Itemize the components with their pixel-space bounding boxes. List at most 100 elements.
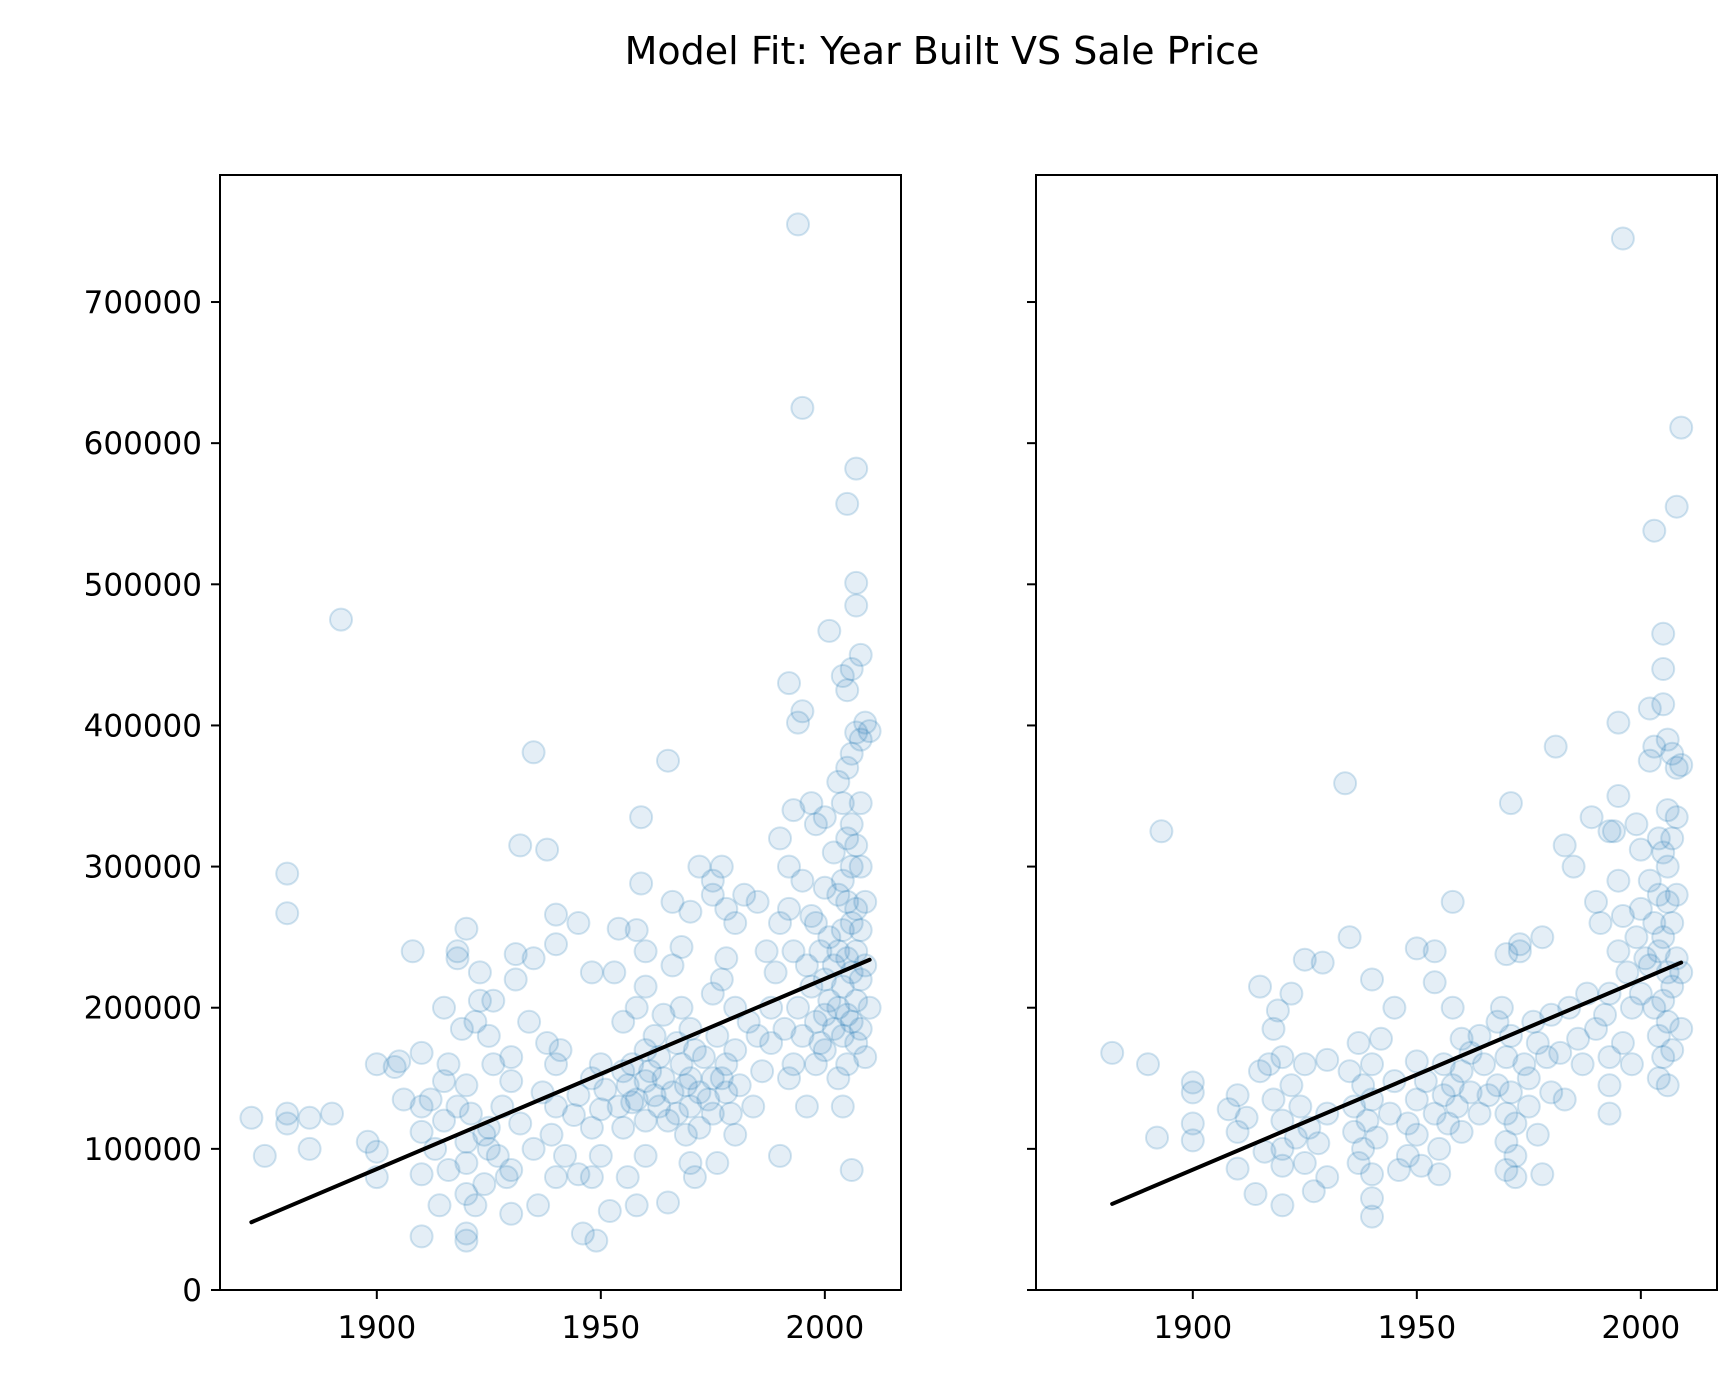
scatter-point xyxy=(768,1143,792,1168)
scatter-point xyxy=(821,1016,846,1041)
scatter-point xyxy=(297,1105,322,1130)
scatter-point xyxy=(1404,1087,1429,1112)
panels-group: 1900 1950 2000 0 100000 200000 300000 400000 500… xyxy=(84,174,1718,1346)
scatter-point xyxy=(781,1052,806,1077)
scatter-point xyxy=(1440,995,1465,1020)
scatter-point xyxy=(624,1087,649,1112)
scatter-point xyxy=(629,805,654,830)
scatter-point xyxy=(835,826,860,851)
scatter-point xyxy=(723,1122,748,1147)
scatter-point xyxy=(1624,925,1649,950)
scatter-point xyxy=(732,882,757,907)
scatter-point xyxy=(700,1101,725,1126)
scatter-point xyxy=(709,854,734,879)
scatter-point xyxy=(454,1228,479,1253)
scatter-point xyxy=(436,1158,461,1182)
scatter-point xyxy=(481,988,506,1013)
scatter-point xyxy=(1597,1073,1622,1098)
scatter-point xyxy=(745,889,770,914)
scatter-point xyxy=(400,939,425,964)
scatter-point xyxy=(839,1009,864,1034)
scatter-point xyxy=(830,868,855,893)
scatter-point xyxy=(1270,1153,1295,1178)
scatter-point xyxy=(1655,889,1680,914)
scatter-point xyxy=(427,1193,452,1218)
scatter-point xyxy=(656,1108,680,1133)
scatter-point xyxy=(508,833,533,858)
scatter-point xyxy=(1525,1031,1550,1055)
scatter-point xyxy=(1660,826,1685,851)
scatter-point xyxy=(763,960,788,985)
scatter-point xyxy=(673,1073,698,1098)
scatter-point xyxy=(1404,936,1429,961)
scatter-point xyxy=(526,1193,551,1218)
scatter-point xyxy=(454,916,479,941)
scatter-point xyxy=(714,1080,739,1105)
scatter-point xyxy=(1669,753,1694,777)
scatter-point xyxy=(275,861,300,886)
scatter-point xyxy=(1494,1045,1519,1070)
fit-line xyxy=(1110,960,1684,1206)
scatter-point xyxy=(1292,947,1317,972)
scatter-point xyxy=(768,826,792,851)
scatter-point xyxy=(700,981,725,1006)
scatter-point xyxy=(544,932,568,957)
scatter-point xyxy=(839,854,864,879)
scatter-point xyxy=(1655,1073,1680,1098)
y-tick-label: 500000 xyxy=(84,567,202,603)
scatter-point xyxy=(1369,1026,1393,1051)
scatter-point xyxy=(1494,942,1519,967)
scatter-point xyxy=(1628,981,1653,1006)
scatter-point xyxy=(499,1069,524,1094)
scatter-point xyxy=(1637,696,1662,721)
scatter-point xyxy=(826,995,851,1020)
scatter-point xyxy=(1440,889,1465,914)
scatter-point xyxy=(624,995,649,1020)
scatter-point xyxy=(1225,1083,1250,1108)
scatter-point xyxy=(1427,1162,1452,1187)
scatter-point xyxy=(1543,734,1568,759)
scatter-point xyxy=(1646,826,1671,851)
scatter-point xyxy=(1669,1016,1694,1041)
y-tick-label: 100000 xyxy=(84,1132,202,1168)
scatter-point xyxy=(1602,819,1626,844)
scatter-point xyxy=(1458,1080,1483,1105)
scatter-point xyxy=(1422,939,1447,964)
scatter-point xyxy=(1485,1009,1510,1034)
scatter-point xyxy=(1588,911,1613,935)
scatter-point xyxy=(1610,226,1635,251)
x-tick-label: 1900 xyxy=(337,1310,416,1346)
scatter-point xyxy=(794,953,819,978)
scatter-point xyxy=(418,1087,443,1112)
scatter-point xyxy=(786,995,810,1020)
scatter-point xyxy=(781,798,806,823)
scatter-point xyxy=(642,1083,667,1108)
scatter-point xyxy=(777,1066,801,1091)
scatter-point xyxy=(844,833,869,858)
scatter-point xyxy=(615,1165,640,1190)
scatter-point xyxy=(705,1151,730,1175)
scatter-point xyxy=(1409,1153,1434,1178)
scatter-point xyxy=(848,967,873,992)
scatter-point xyxy=(1619,1052,1644,1077)
scatter-point xyxy=(777,896,801,921)
scatter-point xyxy=(1651,988,1676,1013)
scatter-point xyxy=(830,791,855,816)
scatter-point xyxy=(1225,1156,1250,1181)
scatter-point xyxy=(718,1101,743,1126)
scatter-point xyxy=(1606,784,1631,808)
scatter-point xyxy=(1149,819,1174,844)
scatter-point xyxy=(839,911,864,935)
scatter-point xyxy=(539,1122,564,1147)
scatter-point xyxy=(830,1094,855,1119)
scatter-point xyxy=(517,1009,542,1034)
scatter-point xyxy=(839,812,864,837)
scatter-point xyxy=(709,1066,734,1091)
y-tick-label: 400000 xyxy=(84,708,202,744)
scatter-point xyxy=(624,918,649,943)
scatter-point xyxy=(521,740,546,765)
scatter-point xyxy=(1512,1052,1537,1077)
scatter-point xyxy=(1261,1087,1286,1112)
scatter-point xyxy=(508,1111,533,1136)
scatter-point xyxy=(1449,1119,1474,1144)
